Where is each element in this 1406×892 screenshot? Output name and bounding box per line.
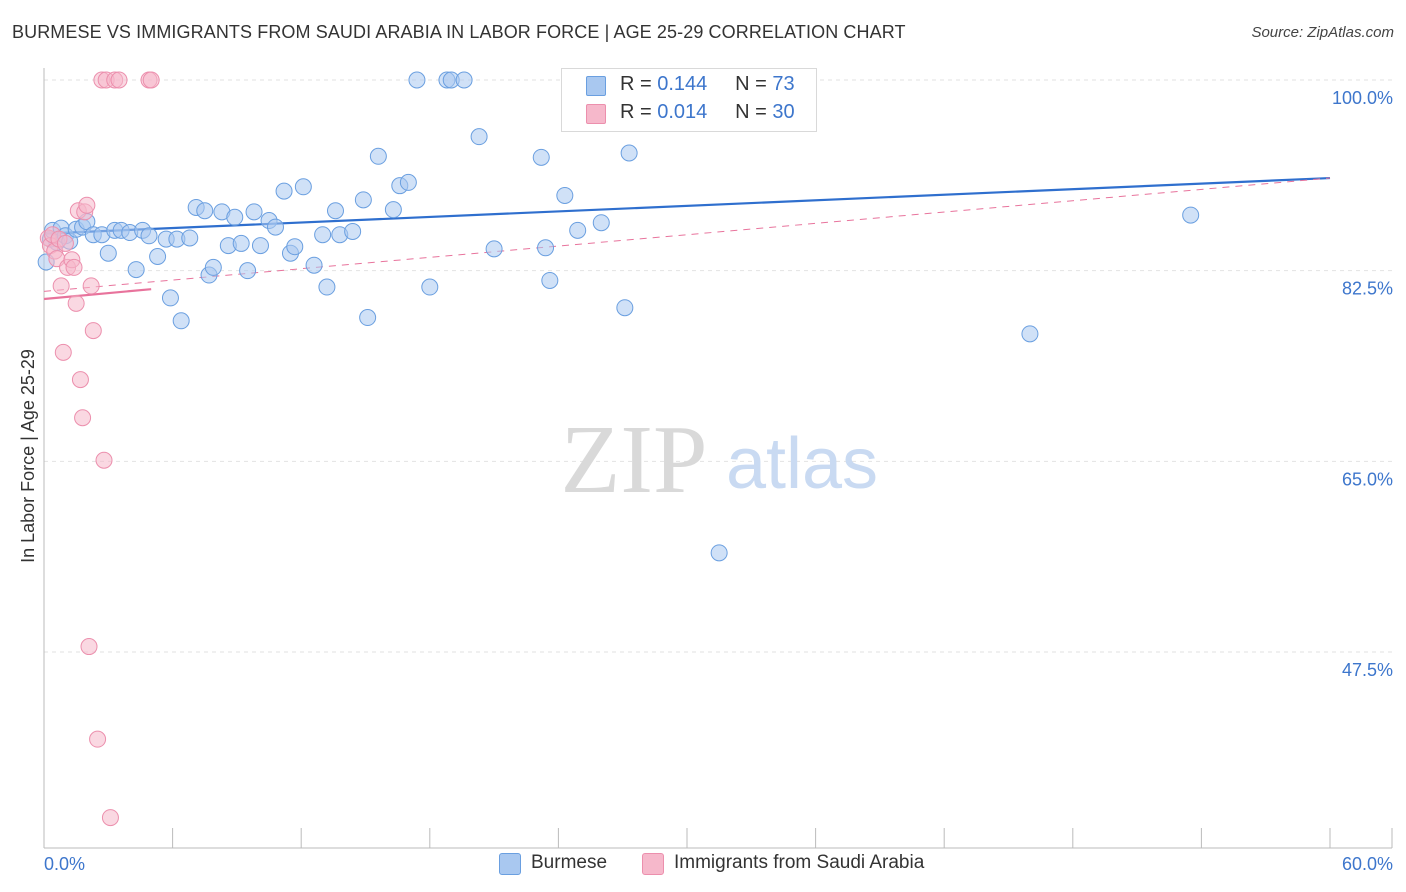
y-axis-label: In Labor Force | Age 25-29 bbox=[18, 349, 38, 563]
point-burmese bbox=[286, 238, 304, 256]
point-burmese bbox=[239, 262, 257, 280]
point-burmese bbox=[294, 178, 312, 196]
point-saudi bbox=[56, 234, 74, 252]
point-burmese bbox=[710, 544, 728, 562]
y-tick-label: 100.0% bbox=[1332, 88, 1393, 108]
legend-swatch-blue bbox=[586, 76, 606, 96]
watermark: ZIP atlas bbox=[561, 406, 879, 514]
point-burmese bbox=[384, 201, 402, 219]
chart-title: BURMESE VS IMMIGRANTS FROM SAUDI ARABIA … bbox=[12, 22, 906, 42]
point-burmese bbox=[537, 239, 555, 257]
legend-n-value: 30 bbox=[772, 101, 795, 123]
tick-labels: 100.0% 82.5% 65.0% 47.5% 0.0% 60.0% bbox=[44, 88, 1393, 874]
point-saudi bbox=[142, 71, 160, 89]
legend-n-label: N = bbox=[735, 101, 767, 123]
point-burmese bbox=[127, 261, 145, 279]
x-tick-label-max: 60.0% bbox=[1342, 854, 1393, 874]
grid-lines bbox=[44, 79, 1392, 653]
point-saudi bbox=[101, 809, 119, 827]
trend-line-saudi bbox=[43, 288, 152, 301]
point-burmese bbox=[251, 237, 269, 255]
legend-n-label: N = bbox=[735, 73, 767, 95]
point-burmese bbox=[532, 148, 550, 166]
point-burmese bbox=[305, 256, 323, 274]
point-burmese bbox=[470, 128, 488, 146]
bottom-legend-swatch-pink bbox=[642, 853, 664, 875]
point-burmese bbox=[1021, 325, 1039, 343]
legend-r-value: 0.144 bbox=[657, 73, 708, 95]
point-saudi bbox=[65, 258, 83, 276]
y-tick-label: 65.0% bbox=[1342, 469, 1393, 489]
point-saudi bbox=[89, 730, 107, 748]
point-burmese bbox=[569, 221, 587, 239]
legend-r-label: R = bbox=[620, 101, 652, 123]
point-burmese bbox=[266, 218, 284, 236]
point-burmese bbox=[369, 147, 387, 165]
y-tick-label: 82.5% bbox=[1342, 279, 1393, 299]
bottom-legend-swatch-blue bbox=[499, 853, 521, 875]
point-burmese bbox=[99, 244, 117, 262]
point-saudi bbox=[78, 196, 96, 214]
point-burmese bbox=[149, 248, 167, 266]
watermark-atlas: atlas bbox=[726, 424, 878, 504]
point-burmese bbox=[326, 202, 344, 220]
point-saudi bbox=[67, 294, 85, 312]
point-burmese bbox=[541, 271, 559, 289]
point-burmese bbox=[181, 229, 199, 247]
axes bbox=[43, 68, 1393, 849]
y-tick-label: 47.5% bbox=[1342, 660, 1393, 680]
point-saudi bbox=[54, 343, 72, 361]
watermark-zip: ZIP bbox=[561, 406, 708, 514]
legend-r-value: 0.014 bbox=[657, 101, 708, 123]
point-burmese bbox=[408, 71, 426, 89]
point-burmese bbox=[592, 214, 610, 232]
point-saudi bbox=[71, 371, 89, 389]
point-burmese bbox=[196, 202, 214, 220]
data-points bbox=[37, 71, 1200, 827]
point-saudi bbox=[84, 322, 102, 340]
source-credit: Source: ZipAtlas.com bbox=[1251, 24, 1394, 41]
point-saudi bbox=[95, 451, 113, 469]
trend-line-burmese bbox=[43, 176, 1331, 235]
point-burmese bbox=[140, 227, 158, 245]
point-saudi bbox=[80, 638, 98, 656]
point-burmese bbox=[226, 208, 244, 226]
point-burmese bbox=[455, 71, 473, 89]
point-burmese bbox=[354, 191, 372, 209]
legend-swatch-pink bbox=[586, 104, 606, 124]
point-burmese bbox=[344, 222, 362, 240]
bottom-legend-label: Immigrants from Saudi Arabia bbox=[674, 852, 925, 873]
point-burmese bbox=[245, 203, 263, 221]
bottom-legend-label: Burmese bbox=[531, 852, 608, 873]
point-burmese bbox=[318, 278, 336, 296]
point-burmese bbox=[485, 240, 503, 258]
point-burmese bbox=[161, 289, 179, 307]
point-burmese bbox=[275, 182, 293, 200]
point-burmese bbox=[620, 144, 638, 162]
stats-legend: R = 0.144 N = 73 R = 0.014 N = 30 bbox=[561, 68, 817, 132]
point-burmese bbox=[359, 309, 377, 327]
point-burmese bbox=[399, 173, 417, 191]
legend-r-label: R = bbox=[620, 73, 652, 95]
point-burmese bbox=[421, 278, 439, 296]
point-saudi bbox=[52, 277, 70, 295]
trend-line-saudi-extended bbox=[43, 177, 1331, 292]
point-burmese bbox=[232, 234, 250, 252]
point-saudi bbox=[74, 409, 92, 427]
point-burmese bbox=[172, 312, 190, 330]
x-tick-label-min: 0.0% bbox=[44, 854, 85, 874]
legend-n-value: 73 bbox=[772, 73, 795, 95]
point-saudi bbox=[110, 71, 128, 89]
trend-lines bbox=[43, 176, 1331, 301]
point-burmese bbox=[314, 226, 332, 244]
point-burmese bbox=[616, 299, 634, 317]
point-burmese bbox=[556, 186, 574, 204]
point-burmese bbox=[204, 258, 222, 276]
point-saudi bbox=[82, 277, 100, 295]
point-burmese bbox=[1182, 206, 1200, 224]
